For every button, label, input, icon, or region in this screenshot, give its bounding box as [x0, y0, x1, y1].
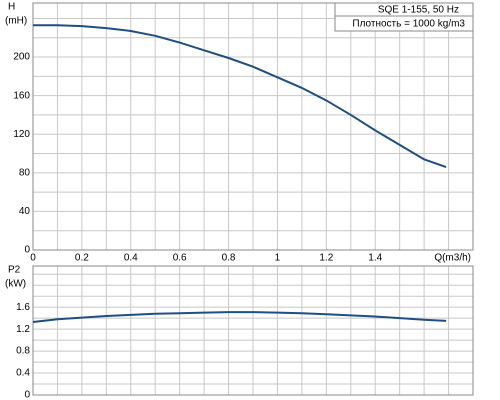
x-tick-label: 1.4 [368, 253, 382, 264]
x-tick-label: 0 [30, 253, 36, 264]
y-tick-label: 0.4 [16, 368, 30, 379]
y-axis-unit: (mH) [5, 16, 27, 27]
y-tick-label: 0 [24, 390, 30, 400]
chart-subtitle: Плотность = 1000 kg/m3 [352, 19, 465, 30]
x-tick-label: 1 [275, 253, 281, 264]
y-tick-label: 0 [24, 245, 30, 256]
x-tick-label: 0.2 [75, 253, 89, 264]
y-axis-unit: (kW) [5, 279, 26, 290]
y-tick-label: 0.8 [16, 346, 30, 357]
y-tick-label: 40 [19, 206, 31, 217]
y-tick-label: 160 [13, 90, 30, 101]
x-tick-label: 1.2 [319, 253, 333, 264]
plot-frame [32, 265, 474, 396]
y-tick-label: 1.6 [16, 302, 30, 313]
y-tick-label: 80 [19, 167, 31, 178]
curve [33, 24, 447, 168]
x-axis-label: Q(m3/h) [434, 253, 471, 264]
chart-title: SQE 1-155, 50 Hz [378, 5, 459, 16]
y-tick-label: 120 [13, 129, 30, 140]
y-axis-label: P2 [8, 265, 21, 276]
info-box [334, 2, 474, 32]
x-tick-label: 0.6 [173, 253, 187, 264]
y-tick-label: 1.2 [16, 324, 30, 335]
y-tick-label: 200 [13, 52, 30, 63]
y-axis-label: H [8, 2, 15, 13]
x-tick-label: 0.8 [222, 253, 236, 264]
plot-frame [32, 2, 474, 251]
x-tick-label: 0.4 [124, 253, 138, 264]
curve [32, 311, 447, 323]
